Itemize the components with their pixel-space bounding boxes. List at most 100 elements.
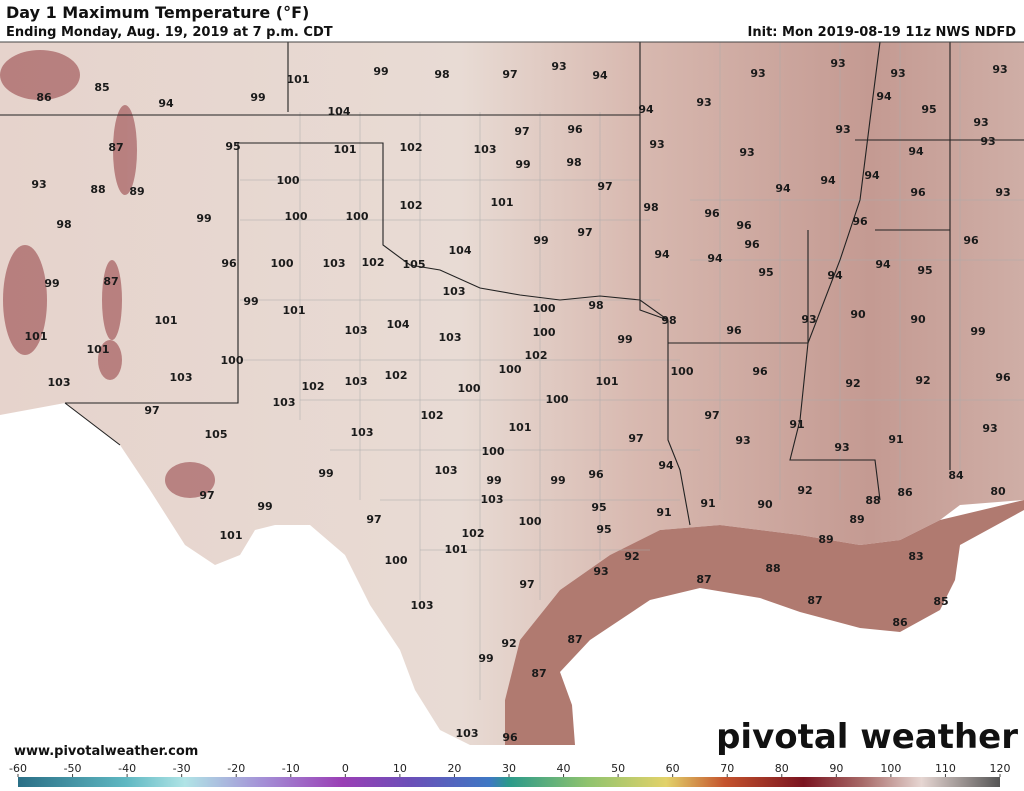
temperature-label: 93	[593, 565, 608, 578]
temperature-label: 99	[970, 325, 985, 338]
temperature-label: 99	[478, 652, 493, 665]
temperature-label: 99	[550, 474, 565, 487]
temperature-label: 100	[277, 174, 300, 187]
temperature-label: 103	[48, 376, 71, 389]
temperature-label: 104	[449, 244, 472, 257]
temperature-label: 93	[834, 441, 849, 454]
temperature-label: 96	[726, 324, 742, 337]
temperature-label: 102	[525, 349, 548, 362]
temperature-label: 99	[243, 295, 258, 308]
temperature-label: 105	[403, 258, 426, 271]
temperature-label: 95	[917, 264, 932, 277]
temperature-label: 94	[158, 97, 174, 110]
temperature-label: 97	[577, 226, 592, 239]
temperature-label: 99	[250, 91, 265, 104]
temperature-label: 95	[596, 523, 611, 536]
temperature-label: 93	[649, 138, 664, 151]
temperature-label: 103	[351, 426, 374, 439]
temperature-label: 90	[910, 313, 926, 326]
colorbar-tick-label: 70	[720, 762, 734, 775]
temperature-label: 86	[897, 486, 913, 499]
temperature-label: 97	[502, 68, 517, 81]
temperature-label: 94	[908, 145, 924, 158]
temperature-label: 95	[591, 501, 606, 514]
temperature-label: 99	[44, 277, 59, 290]
temperature-label: 104	[328, 105, 351, 118]
temperature-label: 93	[551, 60, 566, 73]
temperature-label: 88	[90, 183, 105, 196]
temperature-label: 102	[385, 369, 408, 382]
temperature-label: 100	[671, 365, 694, 378]
temperature-label: 94	[707, 252, 723, 265]
temperature-label: 93	[995, 186, 1010, 199]
temperature-label: 94	[820, 174, 836, 187]
colorbar-tick-label: 30	[502, 762, 516, 775]
temperature-label: 103	[481, 493, 504, 506]
temperature-label: 89	[818, 533, 833, 546]
temperature-label: 87	[696, 573, 711, 586]
temperature-label: 87	[807, 594, 822, 607]
colorbar-tick-label: 0	[342, 762, 349, 775]
temperature-label: 105	[205, 428, 228, 441]
temperature-label: 94	[775, 182, 791, 195]
temperature-label: 93	[992, 63, 1007, 76]
temperature-label: 103	[411, 599, 434, 612]
temperature-label: 101	[283, 304, 306, 317]
temperature-label: 94	[592, 69, 608, 82]
temperature-label: 97	[597, 180, 612, 193]
temperature-label: 90	[850, 308, 866, 321]
temperature-label: 97	[144, 404, 159, 417]
temperature-label: 96	[502, 731, 518, 744]
colorbar-tick-label: 40	[557, 762, 571, 775]
temperature-label: 97	[628, 432, 643, 445]
temperature-label: 94	[638, 103, 654, 116]
temperature-label: 84	[948, 469, 964, 482]
temperature-label: 103	[439, 331, 462, 344]
temperature-label: 96	[588, 468, 604, 481]
temperature-label: 85	[94, 81, 109, 94]
colorbar-tick-label: 60	[666, 762, 680, 775]
temperature-label: 94	[876, 90, 892, 103]
temperature-label: 97	[366, 513, 381, 526]
colorbar-tick-label: 120	[990, 762, 1011, 775]
temperature-label: 97	[199, 489, 214, 502]
colorbar-tick-label: -50	[64, 762, 82, 775]
temperature-label: 90	[757, 498, 773, 511]
gulf-forecast	[505, 500, 1024, 745]
temperature-label: 103	[170, 371, 193, 384]
temperature-label: 95	[758, 266, 773, 279]
temperature-label: 99	[373, 65, 388, 78]
temperature-label: 99	[318, 467, 333, 480]
temperature-label: 98	[566, 156, 581, 169]
temperature-label: 92	[624, 550, 639, 563]
temperature-label: 100	[519, 515, 542, 528]
subtitle: Ending Monday, Aug. 19, 2019 at 7 p.m. C…	[6, 25, 333, 40]
temperature-label: 93	[973, 116, 988, 129]
temperature-label: 98	[588, 299, 603, 312]
colorbar-tick-label: 10	[393, 762, 407, 775]
temperature-label: 83	[908, 550, 923, 563]
temperature-label: 96	[995, 371, 1011, 384]
temperature-label: 87	[531, 667, 546, 680]
temperature-label: 99	[196, 212, 211, 225]
temperature-label: 93	[801, 313, 816, 326]
temperature-label: 96	[852, 215, 868, 228]
temperature-label: 100	[546, 393, 569, 406]
temperature-label: 101	[491, 196, 514, 209]
temperature-labels: 86 85 94 99 101 99 98 97 93 94 93 93 93 93 104 94 93 94 95…	[25, 57, 1011, 744]
temperature-label: 88	[765, 562, 780, 575]
temperature-label: 89	[129, 185, 144, 198]
temperature-label: 100	[482, 445, 505, 458]
website: www.pivotalweather.com	[14, 744, 198, 759]
colorbar-tick-label: -40	[118, 762, 136, 775]
temperature-label: 97	[704, 409, 719, 422]
colorbar-tick-label: 80	[775, 762, 789, 775]
state-borders	[0, 41, 1024, 526]
temperature-label: 92	[845, 377, 860, 390]
temperature-label: 93	[750, 67, 765, 80]
temperature-label: 96	[744, 238, 760, 251]
temperature-label: 94	[654, 248, 670, 261]
temperature-label: 100	[385, 554, 408, 567]
temperature-label: 100	[499, 363, 522, 376]
